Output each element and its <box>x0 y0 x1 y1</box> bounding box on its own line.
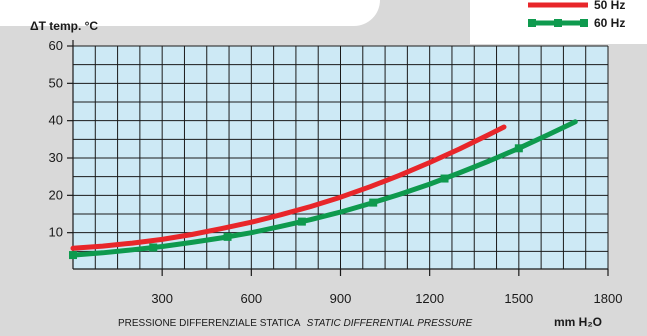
y-tick-label: 10 <box>49 225 63 240</box>
x-axis-label-italic: STATIC DIFFERENTIAL PRESSURE <box>307 318 473 329</box>
series-group <box>69 119 578 260</box>
x-tick-label: 1200 <box>415 291 444 306</box>
series-marker-60hz <box>149 243 158 252</box>
series-marker-60hz <box>223 232 232 241</box>
legend-swatch-60hz <box>528 19 588 27</box>
y-tick-label: 20 <box>49 187 63 202</box>
x-tick-label: 300 <box>151 291 173 306</box>
grid <box>73 45 609 269</box>
y-tick-label: 60 <box>49 38 63 53</box>
x-tick-label: 1800 <box>594 291 623 306</box>
y-ticks: 10 20 30 40 50 60 <box>49 38 73 240</box>
x-axis-label: PRESSIONE DIFFERENZIALE STATICA STATIC D… <box>118 318 473 329</box>
y-tick-label: 40 <box>49 113 63 128</box>
x-axis-unit: mm H₂O <box>554 315 602 329</box>
series-marker-60hz <box>69 251 77 260</box>
y-axis-label: ΔT temp. °C <box>30 19 98 33</box>
legend-item-50hz: 50 Hz <box>528 0 625 12</box>
x-axis-label-main: PRESSIONE DIFFERENZIALE STATICA <box>118 318 301 329</box>
x-tick-label: 1500 <box>504 291 533 306</box>
y-tick-label: 30 <box>49 150 63 165</box>
series-marker-60hz <box>369 198 378 207</box>
header-tab <box>0 0 380 26</box>
legend-swatch-50hz <box>528 2 588 8</box>
legend-label-60hz: 60 Hz <box>594 16 626 30</box>
series-marker-60hz <box>440 174 449 183</box>
x-tick-label: 900 <box>330 291 352 306</box>
legend-label-50hz: 50 Hz <box>594 0 626 12</box>
legend: 50 Hz 60 Hz <box>470 0 647 44</box>
y-tick-label: 50 <box>49 75 63 90</box>
series-marker-60hz <box>514 144 523 153</box>
series-marker-60hz <box>297 217 306 226</box>
legend-item-60hz: 60 Hz <box>528 16 625 30</box>
series-line-50hz <box>70 124 507 251</box>
x-ticks: 300 600 900 1200 1500 1800 <box>151 269 622 306</box>
x-tick-label: 600 <box>240 291 262 306</box>
